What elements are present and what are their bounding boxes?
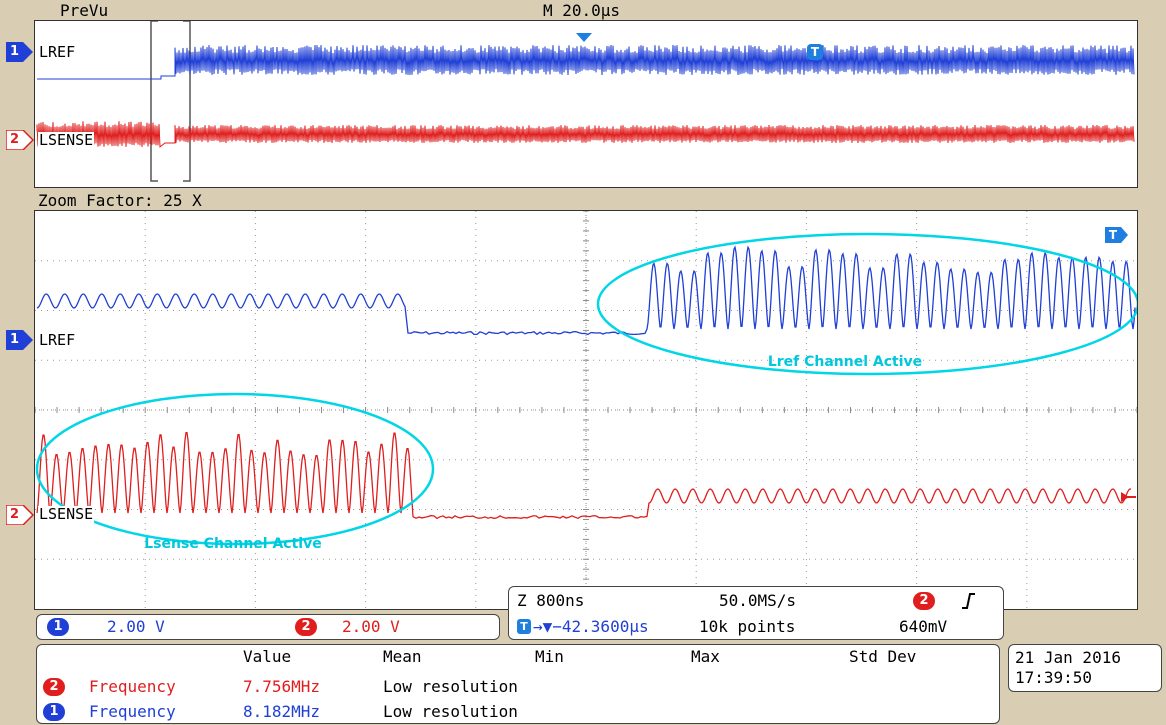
meas-row1-channel-badge: 2 [43, 678, 65, 696]
zoom-timebase: Z 800ns [517, 591, 585, 610]
zoom-trigger-marker[interactable]: T [1105, 227, 1129, 243]
time-label: 17:39:50 [1015, 668, 1093, 687]
zoom-graticule: Lref Channel Active Lsense Channel Activ… [34, 210, 1138, 610]
ch2-scale-value: 2.00 V [342, 617, 400, 636]
record-length: 10k points [699, 617, 796, 636]
zoom-factor-label: Zoom Factor: 25 X [38, 191, 202, 210]
preview-ch1-waveform [37, 44, 1135, 80]
meas-row2-channel-badge: 1 [43, 703, 65, 721]
zoom-waveform-area: Lref Channel Active Lsense Channel Activ… [35, 211, 1137, 609]
zoom-ch2-marker[interactable]: 2 [6, 505, 36, 525]
trigger-level: 640mV [899, 617, 948, 636]
preview-ch1-marker[interactable]: 1 [6, 42, 36, 62]
date-label: 21 Jan 2016 [1015, 648, 1121, 667]
timebase-label: M 20.0µs [543, 1, 621, 20]
sample-rate: 50.0MS/s [719, 591, 797, 610]
ch1-scale-value: 2.00 V [107, 617, 165, 636]
preview-ch2-marker[interactable]: 2 [6, 130, 36, 150]
lsense-active-annotation: Lsense Channel Active [144, 536, 321, 552]
preview-ch2-waveform [36, 121, 1135, 148]
preview-zoom-bracket[interactable] [150, 21, 191, 182]
zoom-ch2-waveform [36, 431, 1132, 520]
ch2-scale-badge: 2 [295, 618, 317, 636]
zoom-ch1-label: LREF [38, 331, 77, 349]
header-value: Value [243, 647, 292, 666]
meas-row2-name: Frequency [89, 702, 176, 721]
vertical-scale-readout[interactable]: 1 2.00 V 2 2.00 V [36, 614, 500, 640]
graticule-grid [35, 211, 1137, 609]
trigger-channel-badge: 2 [913, 592, 935, 610]
lsense-active-ellipse [35, 392, 435, 546]
zoom-ch2-level-arrow [1121, 492, 1136, 502]
header-mean: Mean [383, 647, 422, 666]
meas-row2-note: Low resolution [383, 702, 518, 721]
preview-trigger-marker[interactable]: T [807, 44, 823, 60]
rising-edge-icon [962, 593, 975, 609]
trigger-position-badge: T [517, 619, 531, 634]
preview-ch1-label: LREF [38, 43, 77, 61]
preview-label: PreVu [60, 1, 109, 20]
lref-active-ellipse [596, 232, 1137, 376]
preview-panel: T [34, 20, 1138, 188]
meas-row2-value: 8.182MHz [243, 702, 321, 721]
horizontal-position: →▼−42.3600µs [533, 617, 649, 636]
meas-row1-note: Low resolution [383, 677, 518, 696]
zoom-ch2-label: LSENSE [38, 505, 95, 523]
acquisition-readout[interactable]: Z 800ns 50.0MS/s 2 T →▼−42.3600µs 10k po… [508, 586, 1004, 640]
trigger-position-icon[interactable] [576, 33, 592, 43]
header-std-dev: Std Dev [849, 647, 917, 666]
ch1-scale-badge: 1 [47, 618, 69, 636]
meas-row1-value: 7.756MHz [243, 677, 321, 696]
datetime-box: 21 Jan 2016 17:39:50 [1008, 644, 1162, 692]
zoom-ch1-waveform [36, 245, 1136, 336]
measurements-panel[interactable]: Value Mean Min Max Std Dev 2 Frequency 7… [36, 644, 1000, 724]
header-max: Max [691, 647, 720, 666]
meas-row1-name: Frequency [89, 677, 176, 696]
lref-active-annotation: Lref Channel Active [768, 354, 922, 370]
preview-ch2-label: LSENSE [38, 131, 95, 149]
header-min: Min [535, 647, 564, 666]
zoom-ch1-marker[interactable]: 1 [6, 330, 36, 350]
preview-waveform-area [36, 21, 1135, 182]
